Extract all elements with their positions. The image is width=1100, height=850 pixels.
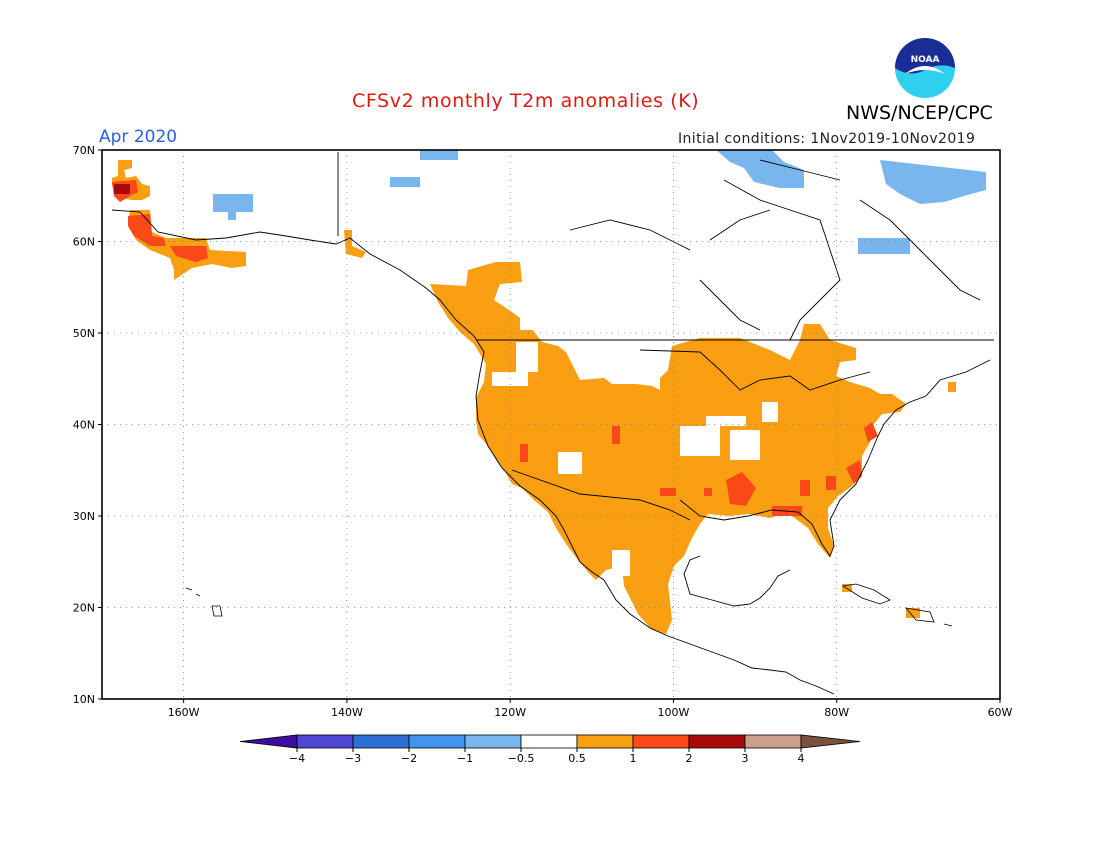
colorbar-tick-label: 2	[686, 752, 693, 765]
colorbar-swatch	[576, 734, 634, 749]
noaa-logo: NOAA	[895, 38, 955, 98]
forecast-month-label: Apr 2020	[99, 127, 178, 147]
colorbar-swatch	[688, 734, 746, 749]
anomaly-fills	[112, 150, 986, 634]
anomaly-region-arctic-blue	[420, 150, 458, 160]
latitude-labels: 70N 60N 50N 40N 30N 20N 10N	[73, 144, 102, 706]
colorbar-swatch	[632, 734, 690, 749]
latitude-tick-label: 30N	[73, 510, 95, 523]
longitude-tick-label: 120W	[494, 706, 526, 719]
colorbar-high-arrow	[800, 734, 861, 749]
anomaly-region-alaska-red3	[170, 246, 208, 262]
anomaly-region-alaska-darkred	[114, 184, 130, 194]
anomaly-region-alaska	[128, 210, 246, 280]
anomaly-region-bering-blue	[213, 194, 253, 212]
anomaly-region-nova-scotia	[948, 382, 956, 392]
colorbar-tick-label: −0.5	[508, 752, 535, 765]
colorbar-tick-label: −1	[457, 752, 473, 765]
anomaly-red-alabama	[800, 480, 810, 496]
anomaly-region-alaska-red2	[128, 214, 166, 246]
anomaly-white-north-plains	[516, 342, 538, 372]
anomaly-white-missouri	[730, 430, 760, 460]
latitude-tick-label: 40N	[73, 419, 95, 432]
longitude-tick-label: 160W	[168, 706, 200, 719]
map-title: CFSv2 monthly T2m anomalies (K)	[352, 90, 700, 112]
anomaly-white-mexico	[612, 550, 630, 576]
colorbar-low-arrow	[239, 734, 298, 749]
latitude-tick-label: 20N	[73, 602, 95, 615]
colorbar-tick-label: 3	[742, 752, 749, 765]
islands	[185, 583, 953, 627]
anomaly-region-hudson-blue	[858, 238, 910, 254]
longitude-tick-label: 140W	[331, 706, 363, 719]
colorbar-swatch	[520, 734, 578, 749]
colorbar-swatch	[744, 734, 802, 749]
anomaly-white-kansas	[680, 426, 720, 456]
anomaly-red-colorado	[612, 426, 620, 444]
anomaly-red-texas-2	[704, 488, 712, 496]
noaa-logo-text: NOAA	[911, 55, 940, 65]
anomaly-red-nevada	[520, 444, 528, 462]
colorbar-swatch	[352, 734, 410, 749]
anomaly-red-virginia	[864, 422, 878, 442]
longitude-tick-label: 100W	[658, 706, 690, 719]
colorbar-swatch	[296, 734, 354, 749]
colorbar-tick-label: −2	[401, 752, 417, 765]
anomaly-region-labrador-blue	[880, 160, 986, 204]
anomaly-red-texas-1	[660, 488, 676, 496]
latitude-tick-label: 70N	[73, 144, 95, 157]
initial-conditions-label: Initial conditions: 1Nov2019-10Nov2019	[678, 131, 976, 147]
anomaly-white-midwest	[706, 416, 746, 426]
anomaly-region-bering-blue-2	[228, 210, 236, 220]
latitude-tick-label: 60N	[73, 236, 95, 249]
colorbar-swatch	[464, 734, 522, 749]
colorbar-tick-label: −4	[289, 752, 305, 765]
anomaly-white-nevada	[558, 452, 582, 474]
latitude-tick-label: 50N	[73, 327, 95, 340]
anomaly-region-yukon-blue	[390, 177, 420, 187]
colorbar: −4 −3 −2 −1 −0.5 0.5 1 2 3 4	[239, 734, 861, 765]
colorbar-tick-label: 0.5	[568, 752, 586, 765]
anomaly-region-hispaniola	[906, 608, 920, 618]
anomaly-region-bc-coast	[344, 230, 366, 258]
anomaly-red-gulf	[726, 472, 756, 506]
latitude-tick-label: 10N	[73, 693, 95, 706]
colorbar-tick-label: −3	[345, 752, 361, 765]
colorbar-swatch	[408, 734, 466, 749]
agency-label: NWS/NCEP/CPC	[846, 102, 993, 124]
longitude-labels: 160W 140W 120W 100W 80W 60W	[168, 699, 1013, 719]
anomaly-red-georgia	[826, 476, 836, 490]
anomaly-region-west	[430, 262, 906, 634]
anomaly-white-ohio	[762, 402, 778, 422]
colorbar-tick-label: 4	[798, 752, 805, 765]
coastlines	[111, 152, 994, 695]
anomaly-region-baffin-blue	[716, 150, 804, 188]
colorbar-tick-label: 1	[630, 752, 637, 765]
anomaly-region-cuba	[842, 584, 852, 592]
anomaly-red-carolina	[846, 460, 862, 484]
longitude-tick-label: 80W	[824, 706, 849, 719]
longitude-tick-label: 60W	[988, 706, 1013, 719]
anomaly-white-bc	[520, 290, 550, 330]
